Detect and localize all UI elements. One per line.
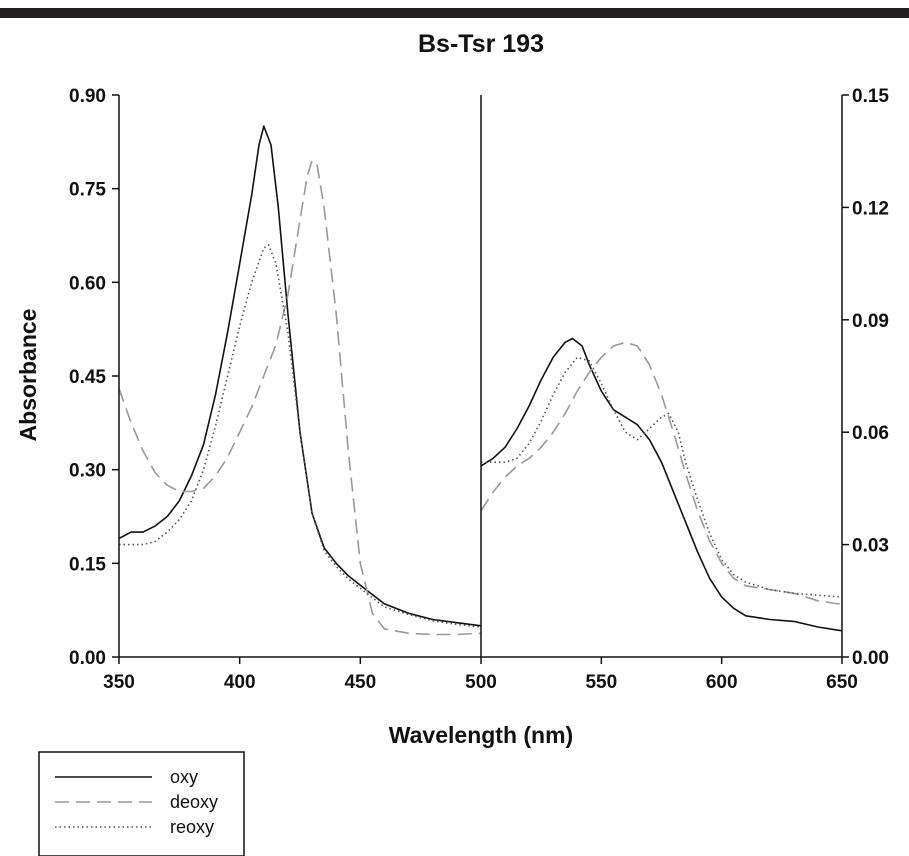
y-tick-label-right: 0.15 <box>852 86 889 107</box>
q-band-series-oxy <box>480 337 843 632</box>
y-tick-label-right: 0.00 <box>852 648 889 669</box>
y-tick-label-right: 0.06 <box>852 423 889 444</box>
ticks-layer: 0.00 0.15 0.30 0.45 0.60 0.75 0.90 350 400 450 500… <box>69 86 889 693</box>
y-tick-label-left: 0.45 <box>69 367 106 388</box>
y-tick-label-left: 0.00 <box>69 648 106 669</box>
legend: oxy deoxy reoxy <box>38 751 245 856</box>
y-tick-label-right: 0.12 <box>852 198 889 219</box>
x-axis-title: Wavelength (nm) <box>389 722 573 748</box>
legend-box <box>38 751 245 856</box>
top-rule <box>0 8 909 18</box>
y-axis-title: Absorbance <box>15 309 41 442</box>
legend-label-reoxy: reoxy <box>170 817 214 837</box>
legend-label-oxy: oxy <box>170 767 198 787</box>
soret-series-deoxy <box>118 159 482 636</box>
y-tick-label-left: 0.60 <box>69 273 106 294</box>
chart-title: Bs-Tsr 193 <box>418 30 544 58</box>
q-band-series-reoxy <box>481 356 843 598</box>
x-tick-label: 650 <box>826 672 858 693</box>
x-tick-label: 450 <box>344 672 376 693</box>
q-band-series-deoxy <box>480 341 843 606</box>
soret-series-oxy <box>118 125 482 627</box>
y-tick-label-left: 0.75 <box>69 180 106 201</box>
x-tick-label: 600 <box>706 672 738 693</box>
y-tick-label-right: 0.09 <box>852 311 889 332</box>
x-tick-label: 500 <box>465 672 497 693</box>
y-tick-label-left: 0.15 <box>69 554 106 575</box>
x-tick-label: 350 <box>103 672 135 693</box>
y-tick-label-right: 0.03 <box>852 536 889 557</box>
y-tick-label-left: 0.30 <box>69 461 106 482</box>
legend-label-deoxy: deoxy <box>170 792 218 812</box>
y-tick-label-left: 0.90 <box>69 86 106 107</box>
series-layer <box>118 125 843 636</box>
x-tick-label: 550 <box>585 672 617 693</box>
x-tick-label: 400 <box>224 672 256 693</box>
soret-series-reoxy <box>119 244 482 628</box>
